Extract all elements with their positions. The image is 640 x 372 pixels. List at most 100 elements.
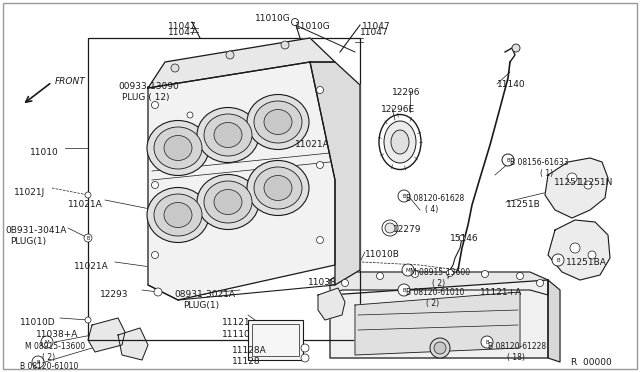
Text: B: B — [86, 235, 90, 241]
Text: 11140: 11140 — [497, 80, 525, 89]
Circle shape — [588, 251, 596, 259]
Circle shape — [516, 273, 524, 279]
Circle shape — [32, 356, 44, 368]
Circle shape — [152, 102, 159, 109]
Circle shape — [481, 270, 488, 278]
Text: ( 4): ( 4) — [425, 205, 438, 214]
Text: PLUG(1): PLUG(1) — [10, 237, 46, 246]
Circle shape — [85, 317, 91, 323]
Polygon shape — [318, 288, 345, 320]
Text: 11251BA: 11251BA — [566, 258, 607, 267]
Text: B 08120-61628: B 08120-61628 — [406, 194, 464, 203]
Circle shape — [187, 112, 193, 118]
Circle shape — [584, 181, 592, 189]
Text: ( 2): ( 2) — [426, 299, 439, 308]
Circle shape — [85, 192, 91, 198]
Text: B 08120-61228: B 08120-61228 — [488, 342, 546, 351]
Text: 11010D: 11010D — [20, 318, 56, 327]
Text: M 08915-13600: M 08915-13600 — [410, 268, 470, 277]
Circle shape — [552, 254, 564, 266]
Text: 00933-13090: 00933-13090 — [118, 82, 179, 91]
Bar — [248, 320, 303, 360]
Bar — [252, 324, 299, 356]
Text: B 08120-61010: B 08120-61010 — [406, 288, 465, 297]
Text: 11047: 11047 — [168, 22, 196, 31]
Text: ( 1): ( 1) — [540, 169, 553, 178]
Text: 11128A: 11128A — [232, 346, 267, 355]
Text: ( 2): ( 2) — [42, 353, 55, 362]
Circle shape — [41, 336, 53, 348]
Text: B: B — [402, 288, 406, 292]
Circle shape — [226, 51, 234, 59]
Circle shape — [84, 234, 92, 242]
Circle shape — [376, 273, 383, 279]
Polygon shape — [88, 318, 125, 352]
Ellipse shape — [204, 114, 252, 156]
Polygon shape — [148, 38, 335, 88]
Circle shape — [398, 284, 410, 296]
Ellipse shape — [154, 127, 202, 169]
Text: 11021A: 11021A — [74, 262, 109, 271]
Circle shape — [317, 161, 323, 169]
Text: M: M — [45, 340, 49, 344]
Polygon shape — [118, 328, 148, 360]
Ellipse shape — [254, 101, 302, 143]
Circle shape — [152, 251, 159, 259]
Text: B: B — [556, 257, 560, 263]
Circle shape — [152, 182, 159, 189]
Circle shape — [430, 338, 450, 358]
Text: B: B — [485, 340, 489, 344]
Circle shape — [447, 269, 454, 276]
Polygon shape — [330, 280, 548, 358]
Ellipse shape — [214, 122, 242, 148]
Circle shape — [459, 235, 465, 241]
Ellipse shape — [247, 160, 309, 215]
Polygon shape — [548, 220, 610, 280]
Circle shape — [502, 154, 514, 166]
Text: 11121: 11121 — [222, 318, 251, 327]
Text: B: B — [402, 193, 406, 199]
Text: 11010: 11010 — [30, 148, 59, 157]
Ellipse shape — [391, 130, 409, 154]
Text: 11121+A: 11121+A — [480, 288, 522, 297]
Text: 12296: 12296 — [392, 88, 420, 97]
Polygon shape — [545, 158, 608, 218]
Ellipse shape — [384, 121, 416, 163]
Ellipse shape — [247, 94, 309, 150]
Text: B 08120-61010: B 08120-61010 — [20, 362, 78, 371]
Text: 15146: 15146 — [450, 234, 479, 243]
Circle shape — [398, 190, 410, 202]
Text: ( 18): ( 18) — [507, 353, 525, 362]
Circle shape — [171, 64, 179, 72]
Ellipse shape — [164, 135, 192, 160]
Circle shape — [434, 342, 446, 354]
Ellipse shape — [264, 109, 292, 135]
Text: 11021A: 11021A — [68, 200, 103, 209]
Text: 12296E: 12296E — [381, 105, 415, 114]
Text: 11010B: 11010B — [365, 250, 400, 259]
Circle shape — [481, 336, 493, 348]
Circle shape — [342, 279, 349, 286]
Ellipse shape — [204, 181, 252, 223]
Bar — [88, 38, 360, 340]
Ellipse shape — [154, 194, 202, 236]
Text: 11047: 11047 — [362, 22, 390, 31]
Circle shape — [301, 344, 309, 352]
Text: 11251: 11251 — [554, 178, 582, 187]
Circle shape — [567, 173, 577, 183]
Text: 11047: 11047 — [168, 28, 196, 37]
Ellipse shape — [147, 187, 209, 243]
Text: R  00000: R 00000 — [571, 358, 612, 367]
Text: M 08915-13600: M 08915-13600 — [25, 342, 85, 351]
Text: 11038+A: 11038+A — [36, 330, 78, 339]
Text: B: B — [506, 157, 510, 163]
Ellipse shape — [197, 108, 259, 163]
Text: B: B — [36, 359, 40, 365]
Ellipse shape — [254, 167, 302, 209]
Circle shape — [317, 87, 323, 93]
Ellipse shape — [264, 176, 292, 201]
Text: 11251B: 11251B — [506, 200, 541, 209]
Polygon shape — [148, 62, 335, 300]
Circle shape — [385, 223, 395, 233]
Text: 11110: 11110 — [222, 330, 251, 339]
